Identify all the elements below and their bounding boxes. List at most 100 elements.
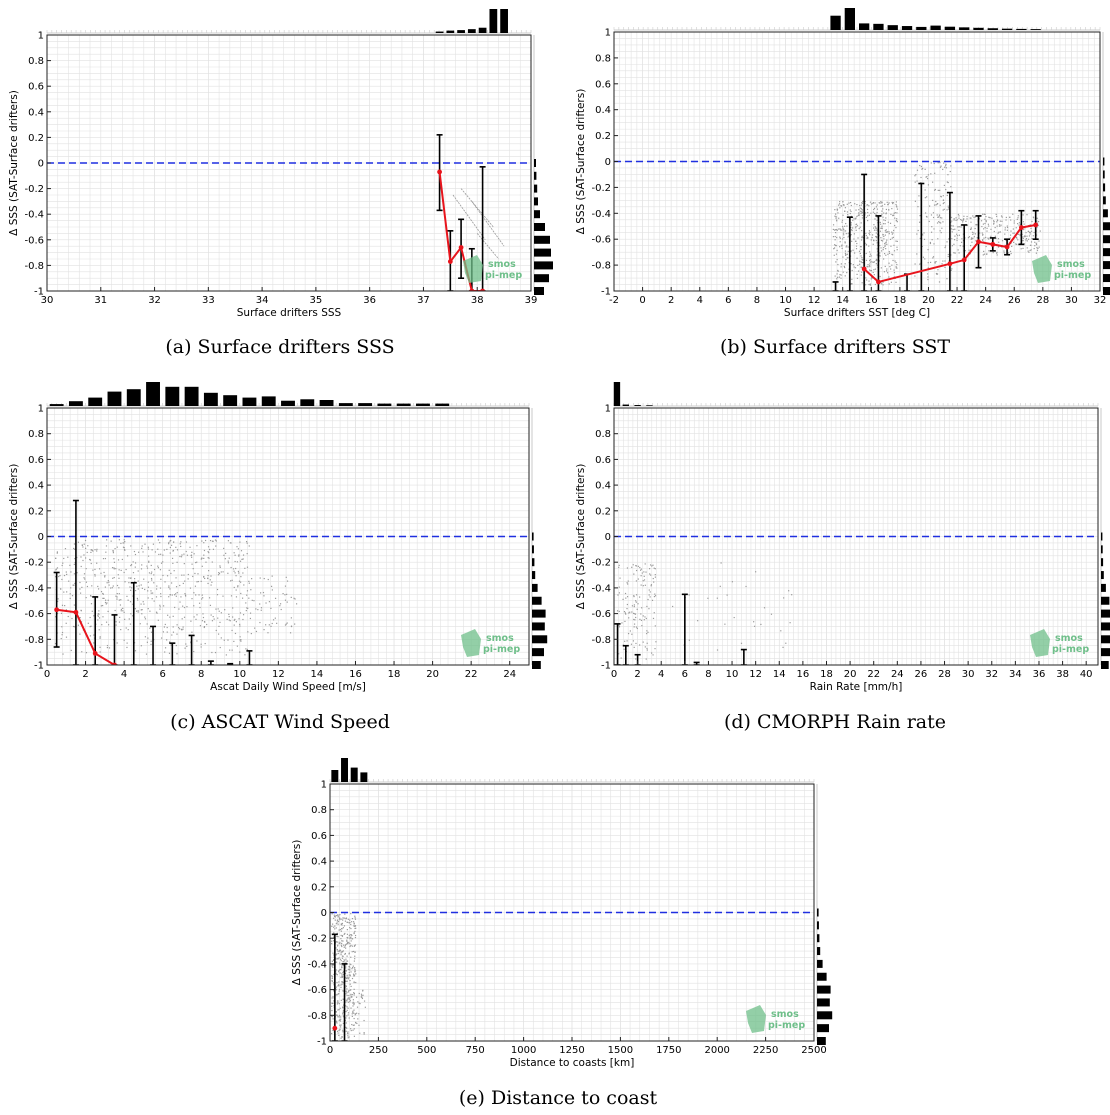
scatter-point: [953, 243, 955, 245]
error-bar: [111, 614, 118, 665]
scatter-point: [966, 218, 968, 220]
scatter-point: [107, 624, 110, 626]
scatter-point: [1004, 229, 1006, 231]
scatter-point: [65, 571, 67, 573]
scatter-point: [852, 219, 854, 221]
scatter-point: [353, 974, 356, 976]
scatter-point: [994, 226, 996, 229]
scatter-point: [707, 597, 709, 599]
scatter-point: [958, 229, 960, 232]
scatter-point: [853, 218, 855, 220]
scatter-point: [182, 605, 184, 607]
scatter-point: [861, 214, 863, 217]
scatter-point: [124, 549, 126, 551]
scatter-point: [338, 981, 340, 983]
error-bar: [188, 634, 195, 665]
scatter-point: [132, 603, 134, 605]
scatter-point: [850, 263, 852, 265]
scatter-point: [211, 620, 214, 622]
logo-text-smos: smos: [1057, 259, 1085, 270]
scatter-point: [847, 250, 849, 253]
scatter-point: [104, 601, 107, 604]
scatter-point: [94, 568, 96, 571]
scatter-point: [914, 175, 916, 177]
scatter-point: [331, 977, 333, 980]
scatter-point: [279, 603, 282, 605]
y-tick-label: 0.6: [595, 79, 611, 90]
scatter-point: [159, 542, 161, 544]
scatter-point: [130, 564, 133, 566]
scatter-point: [352, 921, 355, 923]
scatter-point: [760, 623, 762, 626]
scatter-point: [130, 587, 133, 589]
scatter-point: [230, 566, 232, 569]
scatter-point: [1026, 214, 1028, 216]
scatter-point: [235, 575, 237, 577]
scatter-point: [845, 222, 847, 225]
scatter-point: [626, 582, 628, 584]
error-bar: [72, 499, 79, 665]
scatter-point: [959, 245, 961, 247]
scatter-point: [91, 585, 93, 587]
scatter-point: [942, 202, 944, 205]
scatter-point: [850, 250, 852, 252]
scatter-point: [94, 575, 96, 577]
scatter-point: [719, 585, 721, 587]
scatter-point: [998, 224, 1001, 226]
scatter-point: [982, 234, 984, 236]
scatter-point: [860, 239, 863, 241]
scatter-point: [223, 639, 225, 641]
scatter-point: [332, 964, 335, 966]
scatter-point: [985, 221, 987, 223]
scatter-point: [212, 615, 214, 618]
scatter-point: [972, 215, 974, 217]
scatter-point: [335, 947, 337, 949]
scatter-point: [346, 960, 349, 962]
scatter-point: [1027, 250, 1029, 252]
x-tick-label: 4: [121, 669, 127, 680]
scatter-point: [222, 571, 224, 573]
scatter-point: [146, 567, 149, 569]
scatter-point: [942, 221, 944, 223]
scatter-point: [228, 616, 230, 618]
scatter-point: [932, 199, 934, 202]
scatter-point: [99, 646, 101, 648]
x-tick-label: 10: [779, 295, 792, 306]
scatter-point: [97, 588, 100, 590]
scatter-point: [348, 935, 350, 937]
scatter-point: [763, 607, 766, 609]
scatter-point: [351, 938, 353, 940]
scatter-point: [850, 227, 852, 229]
scatter-point: [636, 627, 638, 630]
scatter-point: [833, 247, 836, 249]
scatter-point: [259, 621, 261, 624]
scatter-point: [241, 597, 244, 599]
scatter-point: [122, 607, 124, 609]
scatter-point: [642, 615, 644, 617]
scatter-point: [191, 556, 193, 558]
scatter-point: [837, 270, 839, 272]
scatter-point: [345, 1011, 347, 1013]
right-histogram-bar: [532, 596, 542, 605]
scatter-point: [56, 551, 58, 553]
scatter-point: [943, 201, 945, 204]
scatter-point: [207, 551, 209, 553]
scatter-point: [948, 238, 950, 240]
scatter-point: [331, 980, 334, 982]
scatter-point: [883, 252, 886, 255]
scatter-point: [354, 925, 357, 927]
scatter-point: [233, 619, 235, 621]
scatter-point: [875, 258, 878, 260]
scatter-point: [347, 1014, 349, 1016]
scatter-point: [895, 205, 898, 207]
scatter-point: [62, 562, 64, 564]
scatter-point: [351, 993, 353, 996]
scatter-point: [927, 184, 930, 186]
scatter-point: [90, 595, 92, 597]
scatter-point: [105, 621, 108, 623]
scatter-point: [93, 634, 95, 636]
scatter-point: [958, 215, 960, 217]
scatter-point: [876, 254, 878, 256]
scatter-point: [649, 573, 651, 575]
scatter-point: [335, 941, 338, 943]
